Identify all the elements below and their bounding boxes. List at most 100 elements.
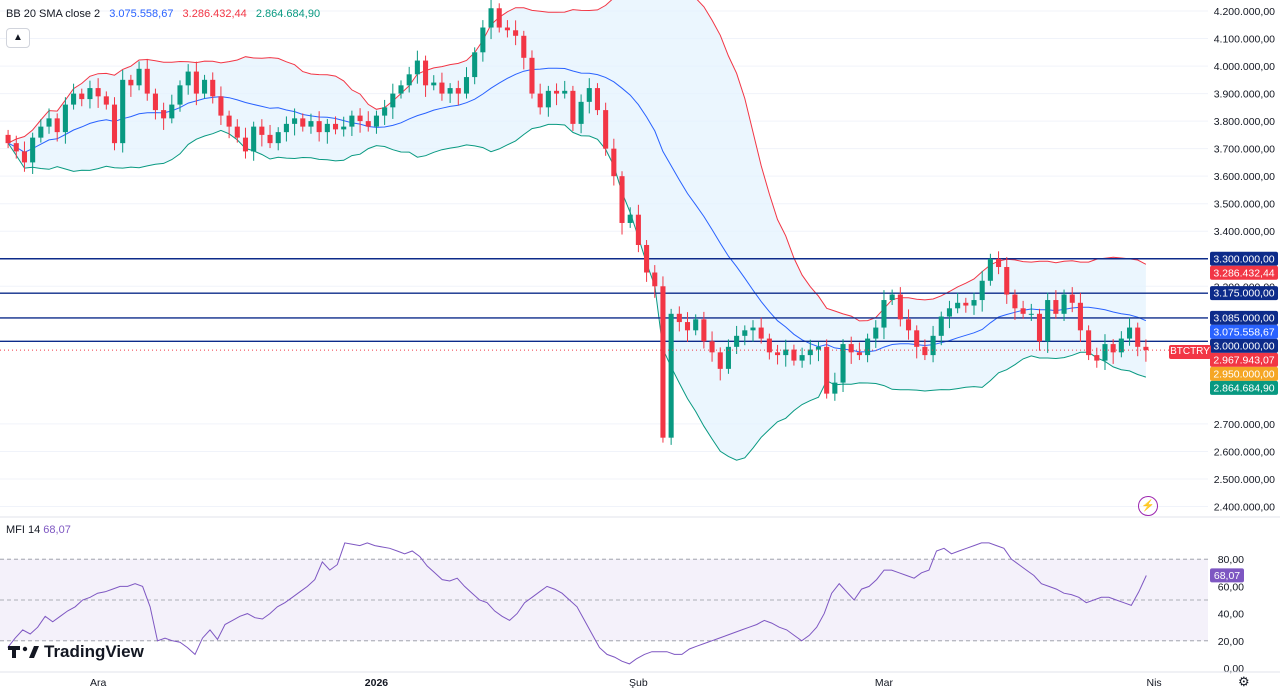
- candle: [930, 335, 936, 356]
- candle: [13, 143, 19, 152]
- candle: [373, 115, 379, 127]
- candle: [570, 90, 576, 124]
- candle: [71, 93, 77, 105]
- candle: [357, 115, 363, 122]
- candle: [1053, 300, 1059, 314]
- candle: [603, 110, 609, 149]
- candle: [431, 82, 437, 86]
- candle: [210, 79, 216, 97]
- candle: [693, 319, 699, 331]
- candle: [750, 327, 756, 331]
- price-axis-label-bg: [1210, 366, 1278, 381]
- price-axis-label-bg: [1210, 380, 1278, 395]
- bb-lower-value: 2.864.684,90: [255, 8, 321, 20]
- candle: [865, 338, 871, 356]
- candle: [488, 8, 494, 28]
- candle: [963, 302, 969, 306]
- candle: [938, 316, 944, 336]
- candle: [406, 74, 412, 86]
- mfi-line: [7, 542, 1147, 665]
- candle: [799, 355, 805, 361]
- candle: [725, 346, 731, 369]
- candle: [1061, 294, 1067, 314]
- candle: [807, 349, 813, 356]
- time-tick-label: 2026: [365, 677, 389, 689]
- bollinger-lower-line: [7, 123, 1147, 461]
- settings-icon[interactable]: ⚙: [1238, 674, 1250, 689]
- mfi-tick-label: 80,00: [1218, 554, 1244, 566]
- candle: [463, 77, 470, 94]
- candle: [1077, 302, 1083, 331]
- candle: [120, 79, 126, 144]
- candle: [300, 118, 306, 127]
- candle: [87, 88, 93, 100]
- price-axis-label-bg: [1210, 338, 1278, 353]
- price-tick-label: 3.800.000,00: [1214, 116, 1275, 128]
- candle: [242, 137, 249, 152]
- tradingview-logo: TradingView: [8, 642, 144, 662]
- candle: [423, 60, 429, 86]
- candle: [1102, 344, 1108, 361]
- candle: [193, 71, 199, 94]
- candle: [390, 93, 396, 108]
- candle: [553, 90, 560, 94]
- candle: [472, 52, 478, 78]
- candle: [103, 96, 109, 105]
- candle: [856, 352, 862, 356]
- candle: [46, 118, 52, 127]
- candle: [783, 349, 789, 356]
- candle: [545, 90, 551, 108]
- candle: [513, 30, 519, 36]
- candle: [832, 382, 838, 394]
- candle: [521, 35, 527, 58]
- candle: [1012, 294, 1018, 309]
- candle: [758, 327, 764, 339]
- price-axis-label: 3.300.000,00: [1210, 251, 1278, 266]
- candle: [742, 330, 748, 336]
- price-axis-label: 3.085.000,00: [1210, 310, 1278, 325]
- bollinger-basis-line: [7, 67, 1147, 353]
- candle: [365, 121, 371, 127]
- candle: [1110, 344, 1116, 353]
- price-tick-label: 3.400.000,00: [1214, 226, 1275, 238]
- candle: [1004, 267, 1010, 295]
- candle: [398, 85, 404, 94]
- price-axis-label-bg: [1210, 324, 1278, 339]
- brand-name: TradingView: [44, 642, 144, 661]
- mfi-legend-value: 68,07: [43, 524, 71, 536]
- candle: [594, 88, 601, 111]
- candle: [529, 57, 535, 94]
- candle: [161, 110, 167, 119]
- candle: [1118, 338, 1124, 353]
- candle: [881, 300, 887, 328]
- candle: [455, 88, 461, 94]
- candle: [914, 330, 920, 347]
- candle: [136, 68, 142, 86]
- mfi-tick-label: 60,00: [1218, 581, 1244, 593]
- candle: [267, 134, 273, 144]
- lightning-icon[interactable]: ⚡: [1138, 496, 1158, 516]
- candle: [562, 90, 568, 94]
- bb-basis-value: 3.075.558,67: [109, 8, 174, 20]
- candle: [979, 280, 985, 301]
- candle: [177, 85, 183, 105]
- price-axis-label-text: 2.864.684,90: [1213, 382, 1274, 394]
- collapse-legend-button[interactable]: ▲: [6, 28, 30, 48]
- symbol-tag: BTCTRY: [1169, 345, 1211, 359]
- candle: [971, 300, 977, 306]
- candle: [308, 121, 314, 127]
- candle: [848, 344, 854, 353]
- candle: [996, 258, 1002, 268]
- candle: [185, 71, 191, 86]
- candle: [734, 335, 740, 347]
- price-axis-label: 3.286.432,44: [1210, 265, 1278, 280]
- price-tick-label: 3.700.000,00: [1214, 144, 1275, 156]
- mfi-current-label: 68,07: [1214, 570, 1240, 582]
- price-axis-label: 2.967.943,07: [1210, 352, 1278, 367]
- price-axis-label-text: 2.950.000,00: [1213, 368, 1274, 380]
- candle: [251, 126, 257, 152]
- candle: [202, 79, 208, 94]
- candle: [905, 319, 912, 331]
- price-axis-label: 3.000.000,00: [1210, 338, 1278, 353]
